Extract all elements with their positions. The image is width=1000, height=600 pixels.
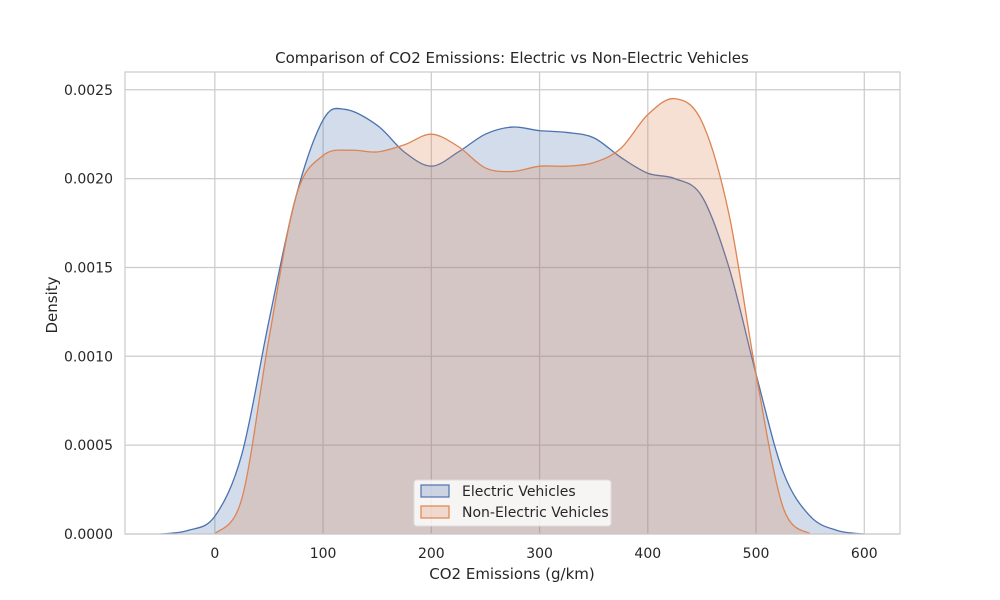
x-tick-label: 100 (310, 546, 337, 562)
y-tick-label: 0.0025 (64, 83, 113, 99)
density-area-non-electric-line (214, 97, 811, 535)
legend-swatch-electric (420, 484, 450, 498)
x-tick-label: 500 (743, 546, 770, 562)
x-tick-label: 400 (634, 546, 661, 562)
chart-title: Comparison of CO2 Emissions: Electric vs… (275, 49, 749, 67)
x-tick-label: 600 (851, 546, 878, 562)
y-tick-label: 0.0015 (64, 260, 113, 276)
x-tick-labels: 0 100 200 300 400 500 600 (210, 546, 877, 562)
legend-box (413, 479, 612, 527)
x-axis-label: CO2 Emissions (g/km) (429, 565, 595, 583)
plot-frame (124, 71, 901, 535)
y-tick-label: 0.0020 (64, 172, 113, 188)
legend: Electric Vehicles Non-Electric Vehicles (413, 479, 612, 527)
x-tick-label: 0 (210, 546, 219, 562)
y-tick-labels: 0.0000 0.0005 0.0010 0.0015 0.0020 0.0025 (64, 83, 113, 543)
density-area-electric-fill (160, 108, 865, 534)
density-areas (160, 97, 865, 535)
density-area-non-electric-fill (214, 98, 811, 534)
x-tick-label: 200 (418, 546, 445, 562)
x-tick-label: 300 (526, 546, 553, 562)
legend-label-non-electric: Non-Electric Vehicles (462, 505, 609, 521)
density-area-electric-line (160, 107, 865, 535)
y-tick-label: 0.0000 (64, 527, 113, 543)
y-tick-label: 0.0005 (64, 438, 113, 454)
y-axis-label: Density (43, 276, 61, 333)
y-tick-label: 0.0010 (64, 349, 113, 365)
legend-swatch-non-electric (420, 505, 450, 519)
legend-label-electric: Electric Vehicles (462, 484, 576, 500)
